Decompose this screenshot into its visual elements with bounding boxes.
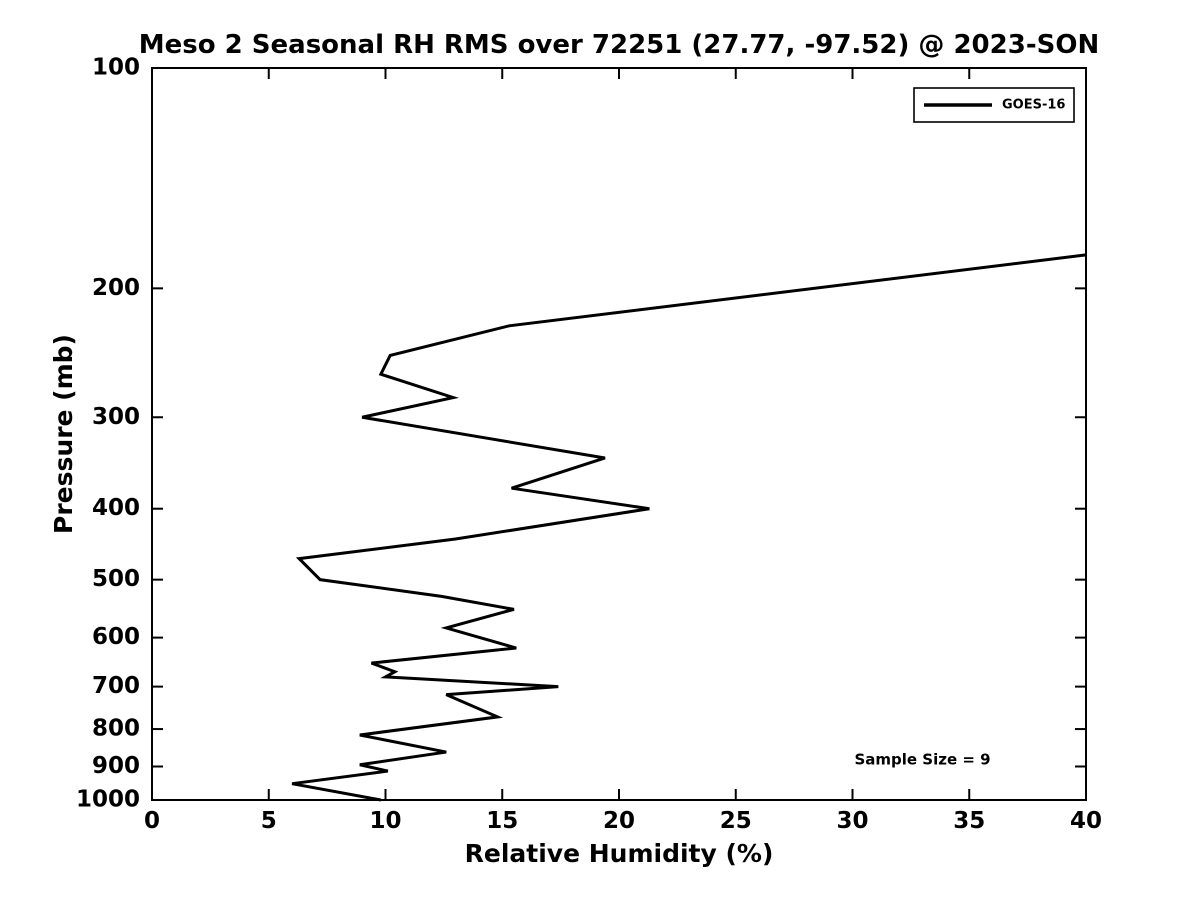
y-tick-label: 200 (92, 275, 140, 301)
x-tick-label: 15 (486, 808, 518, 834)
sample-size-annotation: Sample Size = 9 (854, 751, 990, 769)
x-tick-label: 30 (836, 808, 868, 834)
legend-label-goes-16[interactable]: GOES-16 (1002, 98, 1065, 113)
y-tick-label: 400 (92, 495, 140, 521)
y-tick-label: 1000 (76, 787, 140, 813)
legend[interactable]: GOES-16 (913, 87, 1075, 123)
page-title: Meso 2 Seasonal RH RMS over 72251 (27.77… (139, 30, 1099, 60)
y-tick-label: 900 (92, 753, 140, 779)
y-tick-label: 500 (92, 566, 140, 592)
x-tick-label: 10 (369, 808, 401, 834)
x-axis-label: Relative Humidity (%) (465, 839, 774, 868)
y-tick-label: 100 (92, 55, 140, 81)
y-tick-label: 300 (92, 404, 140, 430)
y-tick-label: 600 (92, 624, 140, 650)
x-axis-ticks: 0 5 10 15 20 25 30 35 40 (144, 68, 1102, 834)
x-tick-label: 20 (603, 808, 635, 834)
data-series-group (291, 253, 1087, 802)
plot-frame (151, 67, 1087, 801)
x-tick-label: 35 (953, 808, 985, 834)
x-tick-label: 25 (720, 808, 752, 834)
x-tick-label: 5 (261, 808, 277, 834)
y-axis-title-group: Pressure (mb) (49, 334, 78, 534)
axes-group (151, 67, 1087, 801)
plot-title-group: Meso 2 Seasonal RH RMS over 72251 (27.77… (139, 30, 1099, 60)
y-tick-label: 700 (92, 673, 140, 699)
y-axis-ticks: 100 200 300 400 500 600 700 800 900 1000 (76, 55, 1086, 813)
y-axis-label: Pressure (mb) (49, 334, 78, 534)
x-axis-title-group: Relative Humidity (%) (465, 839, 774, 868)
annotations-group: Sample Size = 9 (854, 751, 990, 769)
data-line-goes-16 (291, 253, 1087, 802)
x-tick-label: 0 (144, 808, 160, 834)
y-tick-label: 800 (92, 716, 140, 742)
x-tick-label: 40 (1070, 808, 1102, 834)
